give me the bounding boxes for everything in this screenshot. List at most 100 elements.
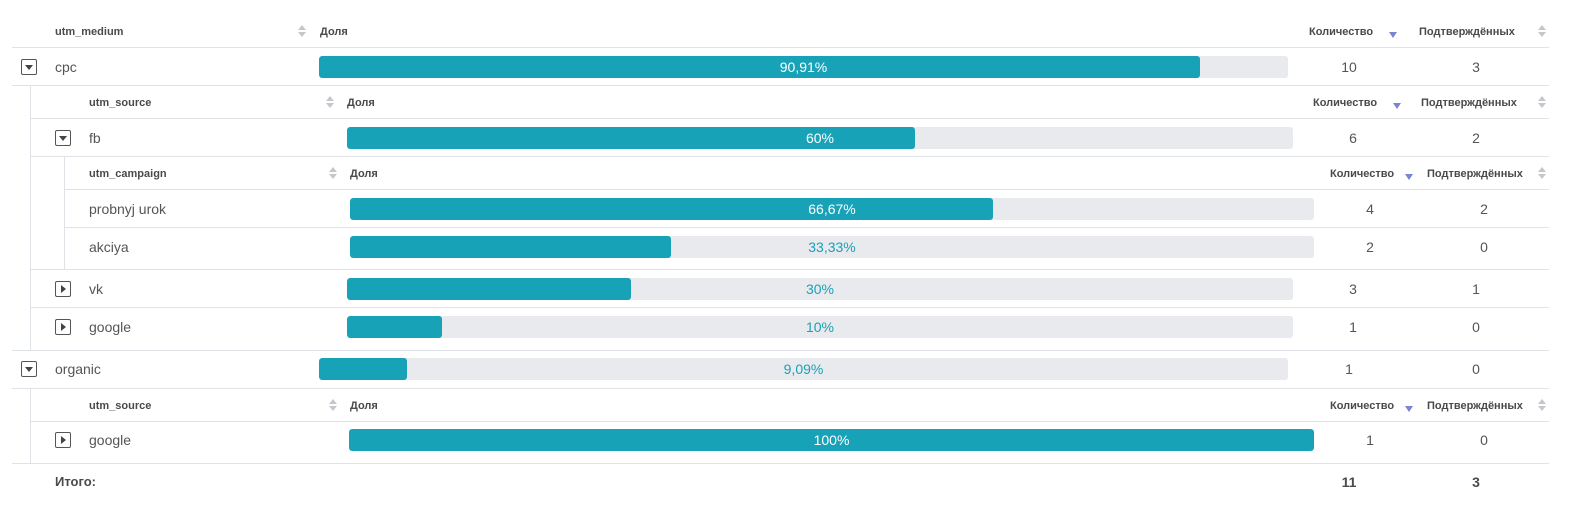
header-count[interactable]: Количество [1330, 168, 1395, 180]
confirmed-value: 3 [1472, 59, 1480, 75]
divider [12, 85, 1549, 86]
row-label-google: google [89, 432, 132, 448]
header-utm-source[interactable]: utm_source [89, 400, 152, 412]
collapse-toggle-icon[interactable] [21, 59, 37, 75]
row-label-cpc: cpc [55, 59, 77, 75]
header-utm-source[interactable]: utm_source [89, 97, 152, 109]
share-pct: 33,33% [808, 239, 856, 255]
header-count[interactable]: Количество [1330, 400, 1395, 412]
sort-icon[interactable] [298, 25, 306, 39]
sort-icon[interactable] [1538, 96, 1546, 110]
divider [12, 47, 1549, 48]
divider [12, 350, 1549, 351]
total-confirmed: 3 [1472, 474, 1480, 490]
share-bar: 10% [347, 316, 1293, 338]
header-confirmed[interactable]: Подтверждённых [1427, 400, 1523, 412]
sort-desc-icon[interactable] [1405, 174, 1413, 180]
total-count: 11 [1341, 474, 1357, 490]
divider [12, 388, 1549, 389]
sort-icon[interactable] [1538, 399, 1546, 413]
count-value: 4 [1366, 201, 1374, 217]
collapse-toggle-icon[interactable] [55, 130, 71, 146]
sort-icon[interactable] [1538, 25, 1546, 39]
count-value: 2 [1366, 239, 1374, 255]
sort-icon[interactable] [329, 167, 337, 181]
divider [65, 189, 1549, 190]
divider [31, 421, 1549, 422]
header-utm-medium[interactable]: utm_medium [55, 26, 124, 38]
share-bar: 60% [347, 127, 1293, 149]
share-bar-fill [350, 198, 993, 220]
share-pct: 100% [813, 432, 850, 448]
share-bar-fill [349, 429, 1314, 451]
row-label-fb: fb [89, 130, 101, 146]
divider [31, 118, 1549, 119]
divider [31, 269, 1549, 270]
share-bar-fill [347, 127, 915, 149]
sort-desc-icon[interactable] [1405, 406, 1413, 412]
divider [12, 463, 1549, 464]
share-bar-fill [319, 358, 408, 380]
header-share: Доля [320, 26, 348, 38]
confirmed-value: 0 [1472, 361, 1480, 377]
header-share: Доля [350, 168, 378, 180]
row-label-organic: organic [55, 361, 101, 377]
share-pct: 9,09% [783, 361, 824, 377]
divider [31, 156, 1549, 157]
row-label-vk: vk [89, 281, 103, 297]
nest-line [30, 86, 31, 350]
sort-desc-icon[interactable] [1393, 103, 1401, 109]
count-value: 1 [1349, 319, 1357, 335]
count-value: 10 [1341, 59, 1357, 75]
confirmed-value: 1 [1472, 281, 1480, 297]
count-value: 6 [1349, 130, 1357, 146]
share-pct: 90,91% [779, 59, 828, 75]
count-value: 1 [1345, 361, 1353, 377]
share-bar: 90,91% [319, 56, 1288, 78]
header-utm-campaign[interactable]: utm_campaign [89, 168, 167, 180]
sort-icon[interactable] [1538, 167, 1546, 181]
header-confirmed[interactable]: Подтверждённых [1419, 26, 1515, 38]
expand-toggle-icon[interactable] [55, 319, 71, 335]
share-bar: 66,67% [350, 198, 1314, 220]
divider [65, 227, 1549, 228]
confirmed-value: 2 [1480, 201, 1488, 217]
count-value: 3 [1349, 281, 1357, 297]
count-value: 1 [1366, 432, 1374, 448]
share-bar: 30% [347, 278, 1293, 300]
confirmed-value: 2 [1472, 130, 1480, 146]
share-pct: 30% [805, 281, 835, 297]
header-count[interactable]: Количество [1309, 26, 1374, 38]
nest-line [30, 389, 31, 463]
header-share: Доля [350, 400, 378, 412]
confirmed-value: 0 [1472, 319, 1480, 335]
header-share: Доля [347, 97, 375, 109]
sort-icon[interactable] [326, 96, 334, 110]
header-confirmed[interactable]: Подтверждённых [1421, 97, 1517, 109]
share-pct: 10% [805, 319, 835, 335]
expand-toggle-icon[interactable] [55, 432, 71, 448]
confirmed-value: 0 [1480, 239, 1488, 255]
share-pct: 66,67% [808, 201, 856, 217]
share-bar-fill [347, 278, 631, 300]
share-pct: 60% [805, 130, 835, 146]
divider [31, 307, 1549, 308]
collapse-toggle-icon[interactable] [21, 361, 37, 377]
sort-desc-icon[interactable] [1389, 32, 1397, 38]
share-bar: 9,09% [319, 358, 1288, 380]
share-bar-fill [319, 56, 1200, 78]
expand-toggle-icon[interactable] [55, 281, 71, 297]
header-confirmed[interactable]: Подтверждённых [1427, 168, 1523, 180]
sort-icon[interactable] [329, 399, 337, 413]
share-bar-fill [347, 316, 442, 338]
share-bar-fill [350, 236, 672, 258]
row-label-probnyj-urok: probnyj urok [89, 201, 167, 217]
total-label: Итого: [55, 474, 96, 489]
row-label-akciya: akciya [89, 239, 129, 255]
header-count[interactable]: Количество [1313, 97, 1378, 109]
row-label-google: google [89, 319, 132, 335]
share-bar: 100% [349, 429, 1314, 451]
confirmed-value: 0 [1480, 432, 1488, 448]
nest-line [64, 157, 65, 269]
share-bar: 33,33% [350, 236, 1314, 258]
